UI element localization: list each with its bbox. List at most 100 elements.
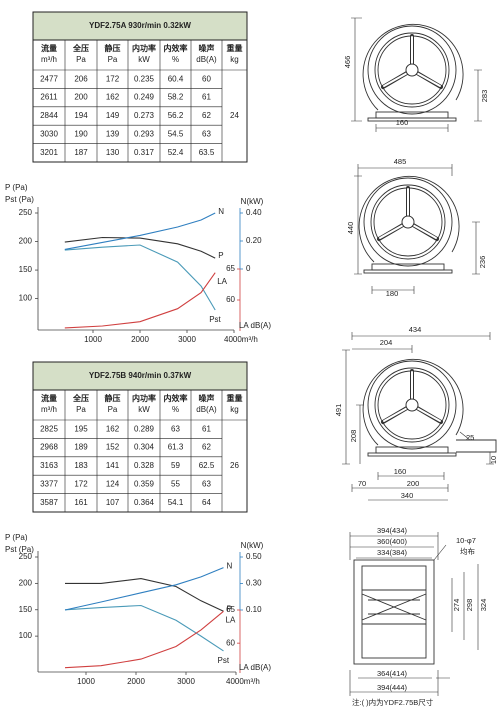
table-cell: 152	[106, 443, 120, 452]
note: 注:( )内为YDF2.75B尺寸	[352, 697, 434, 707]
column-header: Pa	[108, 55, 118, 64]
table-cell: 24	[230, 111, 239, 120]
column-header: %	[172, 55, 179, 64]
series-label: N	[218, 207, 224, 216]
column-header: 全压	[72, 393, 89, 403]
table-cell: 200	[74, 93, 88, 102]
table-cell: 162	[106, 424, 120, 433]
table-cell: 3377	[40, 480, 58, 489]
table-cell: 0.289	[134, 424, 155, 433]
dimension-lines	[349, 532, 479, 696]
table-cell: 64	[202, 498, 211, 507]
y3-tick-label: 65	[226, 605, 235, 614]
y-tick-label: 100	[19, 631, 33, 640]
y-tick-label: 250	[19, 552, 33, 561]
table-cell: 62	[202, 443, 211, 452]
table-cell: 3163	[40, 461, 58, 470]
x-tick-label: 2000	[131, 335, 149, 344]
table-cell: 62	[202, 111, 211, 120]
table-cell: 56.2	[168, 111, 184, 120]
x-tick-label: 1000	[77, 677, 95, 686]
column-header: 内效率	[164, 393, 188, 403]
table-cell: 161	[74, 498, 88, 507]
table-cell: 195	[74, 424, 88, 433]
y2-tick-label: 0.50	[246, 552, 262, 561]
table-cell: 61.3	[168, 443, 184, 452]
dimension: 324	[479, 599, 488, 612]
table-cell: 58.2	[168, 93, 184, 102]
column-header: 静压	[105, 393, 121, 403]
table-cell: 0.364	[134, 498, 155, 507]
y3-tick-label: 60	[226, 295, 235, 304]
table-cell: 2825	[40, 424, 58, 433]
column-header: 静压	[105, 43, 121, 53]
dimension: 160	[394, 467, 407, 476]
dimension: 274	[452, 599, 461, 612]
dimension: 236	[478, 256, 487, 269]
y-tick-label: 250	[19, 208, 33, 217]
x-tick-label: 2000	[127, 677, 145, 686]
table-cell: 54.1	[168, 498, 184, 507]
column-header: dB(A)	[196, 405, 217, 414]
table-cell: 0.293	[134, 130, 155, 139]
column-header: 流量	[41, 393, 57, 403]
dimension: 394(444)	[377, 683, 408, 692]
table-cell: 189	[74, 443, 88, 452]
column-header: 内功率	[132, 43, 156, 53]
table-cell: 60	[202, 74, 211, 83]
x-tick-label: 4000m³/h	[224, 335, 258, 344]
table-cell: 0.273	[134, 111, 155, 120]
x-tick-label: 4000m³/h	[226, 677, 260, 686]
dimension: 283	[480, 90, 489, 103]
table-cell: 63.5	[199, 148, 215, 157]
x-tick-label: 3000	[178, 335, 196, 344]
fan-front-view	[361, 357, 466, 458]
table-cell: 26	[230, 461, 239, 470]
dimension: 334(384)	[377, 548, 408, 557]
column-header: kg	[230, 405, 238, 414]
column-header: 重量	[227, 393, 243, 403]
series-label: LA	[217, 277, 227, 286]
table-cell: 206	[74, 74, 88, 83]
table-cell: 61	[202, 424, 211, 433]
column-header: Pa	[76, 55, 86, 64]
dimension: 180	[386, 289, 399, 298]
table-cell: 62.5	[199, 461, 215, 470]
dimension: 440	[346, 222, 355, 235]
dimension: 204	[380, 338, 393, 347]
table-title: YDF2.75B 940r/min 0.37kW	[89, 371, 192, 380]
y3-tick-label: 60	[226, 638, 235, 647]
table-cell: 54.5	[168, 130, 184, 139]
fan-top-view	[361, 565, 427, 659]
table-cell: 187	[74, 148, 88, 157]
dimension: 10	[489, 456, 498, 464]
series-line	[64, 236, 216, 259]
table-cell: 172	[106, 74, 120, 83]
dimension: 466	[343, 56, 352, 69]
table-frame	[32, 361, 248, 513]
table-cell: 0.328	[134, 461, 155, 470]
y-tick-label: 200	[19, 578, 33, 587]
column-header: kg	[230, 55, 238, 64]
table-cell: 3587	[40, 498, 58, 507]
y2-axis-label: N(kW)	[241, 541, 264, 550]
y3-axis-label: LA dB(A)	[239, 321, 271, 330]
outlet	[456, 439, 497, 453]
table-cell: 0.304	[134, 443, 155, 452]
table-cell: 63	[202, 480, 211, 489]
y2-tick-label: 0.30	[246, 579, 262, 588]
table-frame	[32, 11, 248, 163]
table-cell: 0.359	[134, 480, 155, 489]
dimension: 10-φ7	[456, 536, 476, 545]
dimension: 160	[396, 118, 409, 127]
table-cell: 0.317	[134, 148, 155, 157]
column-header: %	[172, 405, 179, 414]
y-axis-label: Pst (Pa)	[5, 195, 34, 204]
series-label: Pst	[218, 656, 230, 665]
series-label: LA	[226, 615, 236, 624]
y-axis-label: Pst (Pa)	[5, 545, 34, 554]
y-tick-label: 200	[19, 237, 33, 246]
table-cell: 139	[106, 130, 120, 139]
column-header: kW	[138, 55, 150, 64]
dimension-lines	[351, 17, 482, 132]
